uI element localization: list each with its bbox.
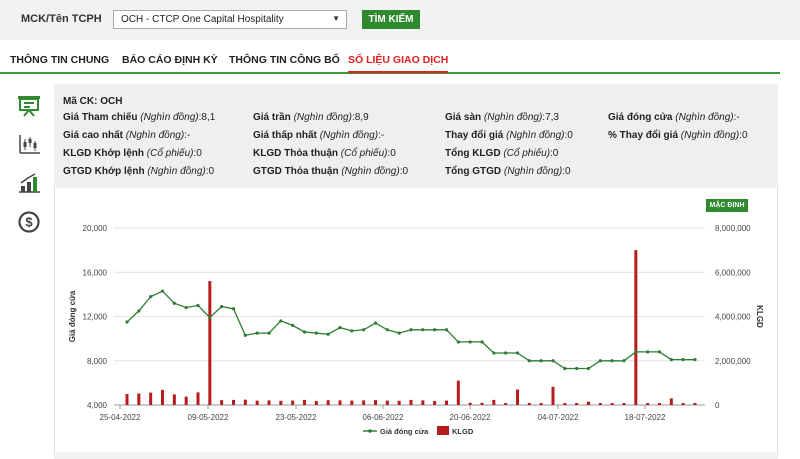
candlestick-chart-icon[interactable] xyxy=(17,133,41,155)
info-field: Giá trần (Nghìn đồng):8,9 xyxy=(253,112,369,123)
search-bar: MCK/Tên TCPH OCH - CTCP One Capital Hosp… xyxy=(0,0,800,40)
ticker-label: MCK/Tên TCPH xyxy=(21,13,102,25)
dollar-icon[interactable]: $ xyxy=(17,211,41,233)
svg-text:$: $ xyxy=(25,215,33,230)
info-field: Giá sàn (Nghìn đồng):7,3 xyxy=(445,112,559,123)
info-field: Giá cao nhất (Nghìn đồng):- xyxy=(63,130,191,141)
info-field: Giá đóng cửa (Nghìn đồng):- xyxy=(608,112,740,123)
default-view-button[interactable]: MẶC ĐỊNH xyxy=(706,199,748,212)
info-field: KLGD Thỏa thuận (Cổ phiếu):0 xyxy=(253,148,396,159)
info-field: Thay đổi giá (Nghìn đồng):0 xyxy=(445,130,573,141)
ticker-code: Mã CK: OCH xyxy=(63,96,123,107)
info-field: Tổng KLGD (Cổ phiếu):0 xyxy=(445,148,559,159)
info-field: Tổng GTGD (Nghìn đồng):0 xyxy=(445,166,571,177)
search-button[interactable]: TÌM KIẾM xyxy=(362,10,420,29)
info-field: % Thay đổi giá (Nghìn đồng):0 xyxy=(608,130,748,141)
presentation-chart-icon[interactable] xyxy=(17,95,41,117)
info-field: GTGD Khớp lệnh (Nghìn đồng):0 xyxy=(63,166,215,177)
trading-info-panel: Mã CK: OCH Giá Tham chiếu (Nghìn đồng):8… xyxy=(54,84,778,188)
tab-trading-data[interactable]: SỐ LIỆU GIAO DỊCH xyxy=(348,54,449,73)
company-select[interactable]: OCH - CTCP One Capital Hospitality ▼ xyxy=(113,10,347,29)
tab-periodic-reports[interactable]: BÁO CÁO ĐỊNH KỲ xyxy=(122,54,218,66)
tab-disclosures[interactable]: THÔNG TIN CÔNG BỐ xyxy=(229,54,340,66)
company-select-value: OCH - CTCP One Capital Hospitality xyxy=(121,14,284,25)
info-field: Giá thấp nhất (Nghìn đồng):- xyxy=(253,130,385,141)
tab-bar: THÔNG TIN CHUNG BÁO CÁO ĐỊNH KỲ THÔNG TI… xyxy=(0,49,780,74)
info-field: Giá Tham chiếu (Nghìn đồng):8,1 xyxy=(63,112,216,123)
chevron-down-icon: ▼ xyxy=(332,14,340,23)
chart-area xyxy=(54,188,778,456)
bar-chart-icon[interactable] xyxy=(17,172,41,194)
info-field: GTGD Thỏa thuận (Nghìn đồng):0 xyxy=(253,166,409,177)
bottom-strip xyxy=(54,452,778,459)
tab-general-info[interactable]: THÔNG TIN CHUNG xyxy=(10,54,110,66)
info-field: KLGD Khớp lệnh (Cổ phiếu):0 xyxy=(63,148,202,159)
